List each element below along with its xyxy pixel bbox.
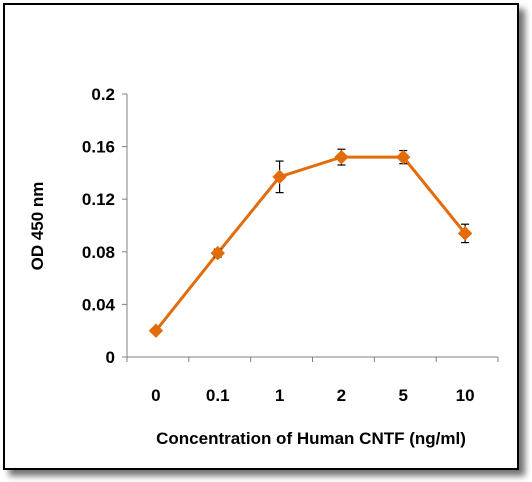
data-point (210, 245, 225, 261)
x-tick-label: 1 (275, 386, 284, 405)
data-point (334, 149, 349, 165)
data-point (148, 323, 164, 338)
x-axis-ticks: 0 0.1 1 2 5 10 (126, 357, 499, 405)
series-line (154, 155, 467, 332)
y-axis-title: OD 450 nm (28, 182, 47, 271)
y-tick-label: 0 (106, 348, 115, 367)
y-tick-label: 0.04 (82, 295, 116, 314)
y-tick-label: 0.12 (82, 190, 115, 209)
y-tick-label: 0.08 (82, 243, 115, 262)
chart-frame (3, 3, 519, 470)
x-tick-label: 0.1 (206, 386, 230, 405)
y-tick-label: 0.16 (82, 138, 115, 157)
series-group (148, 148, 473, 338)
y-axis-ticks: 0 0.04 0.08 0.12 0.16 0.2 (82, 85, 127, 367)
y-tick-label: 0.2 (91, 85, 115, 104)
data-point (396, 149, 411, 165)
data-point (272, 169, 287, 185)
x-tick-label: 10 (456, 386, 475, 405)
x-tick-label: 5 (399, 386, 408, 405)
x-axis-title: Concentration of Human CNTF (ng/ml) (156, 429, 466, 448)
x-tick-label: 0 (151, 386, 160, 405)
x-tick-label: 2 (337, 386, 346, 405)
data-point (457, 226, 473, 241)
